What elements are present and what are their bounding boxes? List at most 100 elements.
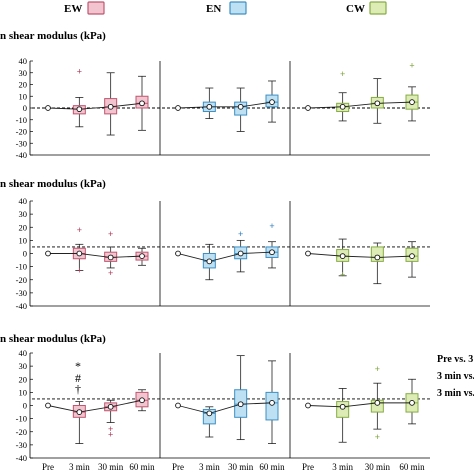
panel-1-title: n shear modulus (kPa) [0,30,106,42]
median-marker [305,105,311,111]
median-marker [374,254,381,261]
right-note-3: 3 min vs. [437,388,474,399]
legend-swatch-cw [369,1,387,15]
median-marker [409,99,415,105]
y-tick-label: 0 [23,103,27,113]
x-tick-label: Pre [172,462,184,472]
median-marker [374,400,381,406]
outlier-point: + [375,364,380,374]
series-en [175,80,279,132]
legend-swatch-ew [87,1,105,15]
x-tick-label: Pre [42,462,54,472]
median-trend-line [47,102,143,110]
x-tick-label: 3 min [69,462,90,472]
median-marker [139,100,145,107]
panel-3-title: n shear modulus (kPa) [0,333,106,345]
outlier-point: + [77,67,82,77]
median-marker [76,409,83,415]
median-marker [269,249,275,256]
median-marker [139,253,145,259]
y-tick-label: -30 [16,138,27,148]
y-tick-label: 20 [19,222,28,232]
median-trend-line [47,399,143,413]
x-axis-labels: Pre 3 min 30 min 60 min Pre 3 min 30 min 60 min… [42,462,425,472]
panel-2-title: n shear modulus (kPa) [0,178,106,190]
series-en [175,355,279,444]
y-tick-label: 10 [19,91,28,101]
y-tick-label: 20 [19,80,28,90]
median-marker [269,99,275,105]
median-marker [374,100,381,107]
median-trend-line [177,402,273,414]
median-marker [237,401,244,408]
right-note-2: 3 min vs. [437,371,474,382]
outlier-point: + [77,225,82,235]
legend-label-en: EN [206,3,221,15]
outlier-point: + [238,229,243,239]
median-marker [76,106,83,113]
outlier-point: + [77,266,82,276]
right-note-1: Pre vs. 3 [437,354,473,365]
series-ew: ++ [45,389,149,444]
y-tick-label: -20 [16,275,27,285]
box [265,391,279,421]
outlier-point: + [108,268,113,278]
median-marker [237,250,244,257]
outlier-point: + [340,69,345,79]
median-marker [175,105,181,111]
median-marker [305,402,311,409]
outlier-point: + [108,424,113,434]
outlier-point: + [269,221,274,231]
median-marker [237,103,244,110]
y-tick-label: 40 [19,196,28,206]
y-tick-label: 10 [19,235,28,245]
y-tick-label: 0 [23,249,27,259]
median-marker [175,402,181,409]
y-tick-label: 0 [23,401,27,411]
x-tick-label: 60 min [129,462,155,472]
outlier-point: + [108,429,113,439]
median-trend-line [48,253,143,258]
outlier-point: + [340,270,345,280]
x-tick-label: 30 min [365,462,391,472]
outlier-point: + [108,229,113,239]
x-tick-label: 3 min [332,462,353,472]
median-marker [409,253,415,259]
median-marker [339,403,346,410]
median-marker [107,403,114,410]
legend-swatch-en [229,1,247,15]
y-tick-label: -30 [16,440,27,450]
x-tick-label: 60 min [259,462,285,472]
x-tick-label: 3 min [199,462,220,472]
y-tick-label: -40 [16,150,27,160]
median-marker [206,258,213,265]
median-marker [206,410,213,417]
y-tick-label: 30 [19,209,28,219]
y-tick-label: -20 [16,427,27,437]
significance-star: * [75,359,81,373]
median-marker [206,103,213,110]
median-marker [45,402,51,409]
y-tick-label: -40 [16,453,27,463]
series-ew: + + + + [45,225,149,278]
legend-label-cw: CW [346,3,365,15]
median-marker [76,250,83,257]
outlier-point: + [409,61,414,71]
series-cw: ++ [305,364,419,443]
median-marker [339,253,346,259]
median-marker [107,103,114,110]
median-marker [45,105,51,111]
legend-label-ew: EW [64,3,82,15]
y-tick-label: -10 [16,414,27,424]
y-tick-label: -30 [16,288,27,298]
median-marker [139,397,145,404]
median-marker [409,400,415,406]
median-marker [107,254,114,261]
x-tick-label: 30 min [98,462,124,472]
y-tick-label: 20 [19,374,28,384]
